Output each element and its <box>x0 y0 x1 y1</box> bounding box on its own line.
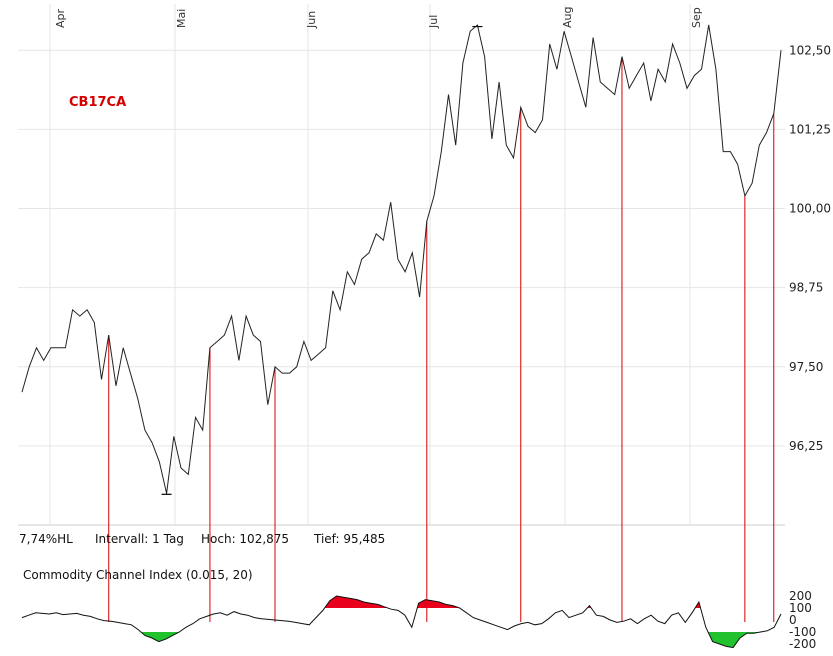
month-label: Apr <box>54 8 67 28</box>
interval-label: Intervall: 1 Tag <box>95 532 184 546</box>
symbol-label: CB17CA <box>69 95 126 110</box>
chart-grid <box>18 4 785 526</box>
cci-tick-label: -100 <box>789 625 816 639</box>
y-tick-label: 97,50 <box>789 360 823 374</box>
month-labels: Apr Mai Jun Jul Aug Sep <box>54 7 703 29</box>
high-label: Hoch: 102,875 <box>201 532 289 546</box>
month-label: Jul <box>427 15 440 29</box>
cci-tick-label: 200 <box>789 589 812 603</box>
y-axis-ticks: 102,50 101,25 100,00 98,75 97,50 96,25 <box>789 43 831 453</box>
cci-overbought-area <box>22 596 781 608</box>
cci-tick-label: 100 <box>789 601 812 615</box>
cci-title: Commodity Channel Index (0.015, 20) <box>23 568 253 582</box>
cci-panel <box>21 595 782 649</box>
y-tick-label: 96,25 <box>789 439 823 453</box>
low-label: Tief: 95,485 <box>313 532 385 546</box>
hl-percent: 7,74%HL <box>19 532 73 546</box>
price-series-line <box>21 24 782 494</box>
month-label: Jun <box>305 11 318 29</box>
cci-oversold-area <box>22 632 781 648</box>
month-label: Aug <box>561 7 574 28</box>
cci-tick-label: -200 <box>789 637 816 651</box>
y-tick-label: 100,00 <box>789 202 831 216</box>
cci-tick-label: 0 <box>789 613 797 627</box>
cci-line <box>21 595 782 649</box>
signal-lines <box>108 56 775 622</box>
y-tick-label: 98,75 <box>789 281 823 295</box>
info-bar: 7,74%HL Intervall: 1 Tag Hoch: 102,875 T… <box>19 532 385 582</box>
month-label: Sep <box>690 7 703 28</box>
y-tick-label: 101,25 <box>789 122 831 136</box>
month-label: Mai <box>175 9 188 28</box>
y-tick-label: 102,50 <box>789 43 831 57</box>
